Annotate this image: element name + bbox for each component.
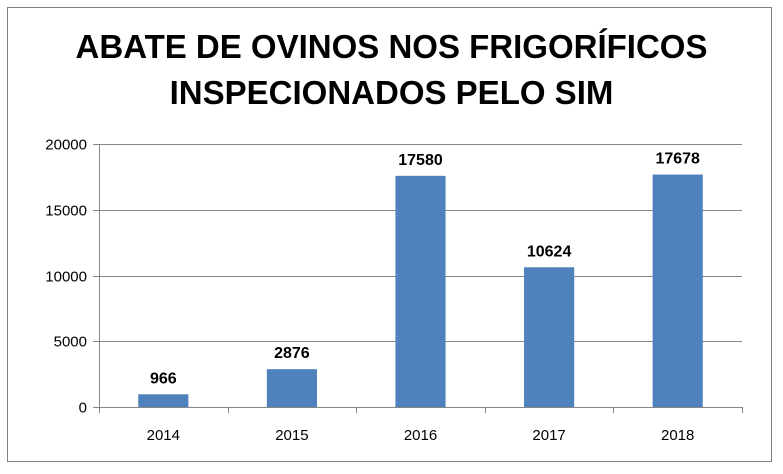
x-tick-label-2015: 2015 — [275, 427, 308, 444]
chart-title-line-1: ABATE DE OVINOS NOS FRIGORÍFICOS — [75, 28, 708, 65]
bar-2015 — [266, 369, 317, 407]
chart-frame — [7, 7, 772, 462]
bar-2016 — [395, 175, 446, 407]
data-label-2014: 966 — [150, 370, 177, 387]
y-tick-label-5000: 5000 — [54, 334, 87, 351]
y-tick-label-15000: 15000 — [45, 203, 87, 220]
data-label-2017: 10624 — [527, 243, 572, 260]
bar-2017 — [524, 267, 575, 407]
data-labels: 966 2876 17580 10624 17678 — [150, 151, 700, 388]
bars — [138, 174, 703, 407]
y-axis-ticks: 0 5000 10000 15000 20000 — [45, 137, 99, 417]
data-label-2015: 2876 — [274, 345, 310, 362]
data-label-2018: 17678 — [655, 151, 700, 168]
chart-title-line-2: INSPECIONADOS PELO SIM — [169, 74, 614, 111]
y-tick-label-20000: 20000 — [45, 137, 87, 154]
chart-title: ABATE DE OVINOS NOS FRIGORÍFICOS INSPECI… — [0, 24, 783, 116]
x-tick-label-2014: 2014 — [147, 427, 180, 444]
x-axis-ticks: 2014 2015 2016 2017 2018 — [99, 407, 743, 444]
bar-2018 — [652, 174, 703, 407]
y-tick-label-0: 0 — [79, 400, 87, 417]
x-tick-label-2018: 2018 — [661, 427, 694, 444]
x-tick-label-2017: 2017 — [532, 427, 565, 444]
x-tick-label-2016: 2016 — [404, 427, 437, 444]
bar-2014 — [138, 394, 189, 407]
y-tick-label-10000: 10000 — [45, 269, 87, 286]
data-label-2016: 17580 — [398, 152, 443, 169]
